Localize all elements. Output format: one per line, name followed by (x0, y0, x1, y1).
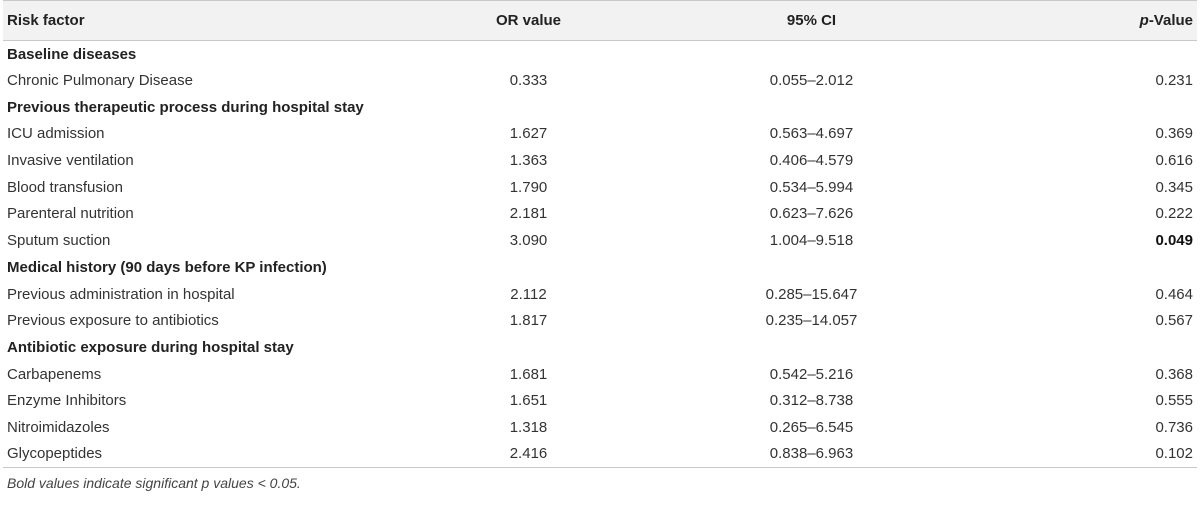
table-row: Chronic Pulmonary Disease 0.333 0.055–2.01… (3, 67, 1197, 94)
section-label: Medical history (90 days before KP infec… (7, 258, 327, 276)
table-row: Parenteral nutrition 2.181 0.623–7.626 0.22… (3, 201, 1197, 228)
risk-factor-cell: Blood transfusion (7, 178, 123, 196)
or-value-cell: 1.651 (509, 392, 548, 410)
or-value-cell: 1.817 (509, 312, 548, 330)
table-row: Nitroimidazoles 1.318 0.265–6.545 0.736 (3, 414, 1197, 441)
or-value-cell: 3.090 (509, 232, 548, 250)
or-value-cell: 1.681 (509, 365, 548, 383)
table-header: Risk factor OR value 95% CI p-Value (3, 0, 1197, 41)
p-value-cell: 0.102 (1155, 445, 1193, 463)
p-value-cell: 0.368 (1155, 365, 1193, 383)
risk-factor-cell: Glycopeptides (7, 445, 103, 463)
or-value-cell: 1.627 (509, 125, 548, 143)
ci-cell: 0.623–7.626 (769, 205, 854, 223)
section-row: Medical history (90 days before KP infec… (3, 254, 1197, 281)
risk-factor-cell: Nitroimidazoles (7, 418, 110, 436)
ci-cell: 0.235–14.057 (765, 312, 858, 330)
table-row: Invasive ventilation 1.363 0.406–4.579 0.61… (3, 147, 1197, 174)
header-p-value: p-Value (989, 1, 1197, 41)
section-label: Antibiotic exposure during hospital stay (7, 338, 294, 356)
risk-factor-table: Risk factor OR value 95% CI p-Value Base… (3, 0, 1197, 468)
p-value-cell: 0.555 (1155, 392, 1193, 410)
table-row: Enzyme Inhibitors 1.651 0.312–8.738 0.555 (3, 387, 1197, 414)
risk-factor-cell: Previous administration in hospital (7, 285, 235, 303)
p-value-cell: 0.049 (1155, 232, 1193, 250)
header-row: Risk factor OR value 95% CI p-Value (3, 0, 1197, 41)
ci-cell: 0.838–6.963 (769, 445, 854, 463)
table-container: Risk factor OR value 95% CI p-Value Base… (3, 0, 1197, 491)
ci-cell: 0.285–15.647 (765, 285, 858, 303)
p-value-cell: 0.345 (1155, 178, 1193, 196)
ci-cell: 0.055–2.012 (769, 72, 854, 90)
table-row: Sputum suction 3.090 1.004–9.518 0.049 (3, 227, 1197, 254)
section-label: Previous therapeutic process during hosp… (7, 98, 364, 116)
risk-factor-cell: Sputum suction (7, 232, 111, 250)
ci-cell: 0.265–6.545 (769, 418, 854, 436)
header-p-rest: -Value (1148, 12, 1193, 29)
risk-factor-cell: Parenteral nutrition (7, 205, 134, 223)
p-value-cell: 0.369 (1155, 125, 1193, 143)
section-row: Previous therapeutic process during hosp… (3, 94, 1197, 121)
table-row: Carbapenems 1.681 0.542–5.216 0.368 (3, 361, 1197, 388)
or-value-cell: 2.112 (510, 285, 547, 303)
or-value-cell: 1.318 (509, 418, 548, 436)
section-row: Antibiotic exposure during hospital stay (3, 334, 1197, 361)
section-row: Baseline diseases (3, 41, 1197, 68)
table-row: Previous exposure to antibiotics 1.817 0.2… (3, 307, 1197, 334)
p-value-cell: 0.616 (1155, 152, 1193, 170)
p-value-cell: 0.567 (1155, 312, 1193, 330)
table-row: Blood transfusion 1.790 0.534–5.994 0.345 (3, 174, 1197, 201)
header-ci: 95% CI (786, 12, 837, 29)
risk-factor-cell: Enzyme Inhibitors (7, 392, 127, 410)
ci-cell: 0.534–5.994 (769, 178, 854, 196)
header-risk-factor: Risk factor (7, 12, 85, 29)
p-value-cell: 0.736 (1155, 418, 1193, 436)
or-value-cell: 1.363 (509, 152, 548, 170)
or-value-cell: 2.181 (509, 205, 548, 223)
risk-factor-cell: Chronic Pulmonary Disease (7, 72, 193, 90)
p-value-cell: 0.231 (1155, 72, 1193, 90)
p-value-cell: 0.222 (1155, 205, 1193, 223)
risk-factor-cell: Carbapenems (7, 365, 102, 383)
risk-factor-cell: Invasive ventilation (7, 152, 134, 170)
ci-cell: 0.542–5.216 (769, 365, 854, 383)
table-row: Previous administration in hospital 2.112… (3, 281, 1197, 308)
risk-factor-cell: Previous exposure to antibiotics (7, 312, 219, 330)
ci-cell: 1.004–9.518 (769, 232, 854, 250)
table-row: ICU admission 1.627 0.563–4.697 0.369 (3, 121, 1197, 148)
ci-cell: 0.312–8.738 (769, 392, 854, 410)
or-value-cell: 1.790 (509, 178, 548, 196)
ci-cell: 0.563–4.697 (769, 125, 854, 143)
risk-factor-cell: ICU admission (7, 125, 105, 143)
table-footnote: Bold values indicate significant p value… (7, 475, 301, 491)
table-body: Baseline diseases Chronic Pulmonary Disea… (3, 41, 1197, 468)
or-value-cell: 0.333 (509, 72, 548, 90)
section-label: Baseline diseases (7, 45, 137, 63)
table-row: Glycopeptides 2.416 0.838–6.963 0.102 (3, 441, 1197, 468)
header-p-italic: p (1139, 12, 1149, 29)
p-value-cell: 0.464 (1155, 285, 1193, 303)
ci-cell: 0.406–4.579 (769, 152, 854, 170)
or-value-cell: 2.416 (509, 445, 548, 463)
header-or-value: OR value (495, 12, 562, 29)
